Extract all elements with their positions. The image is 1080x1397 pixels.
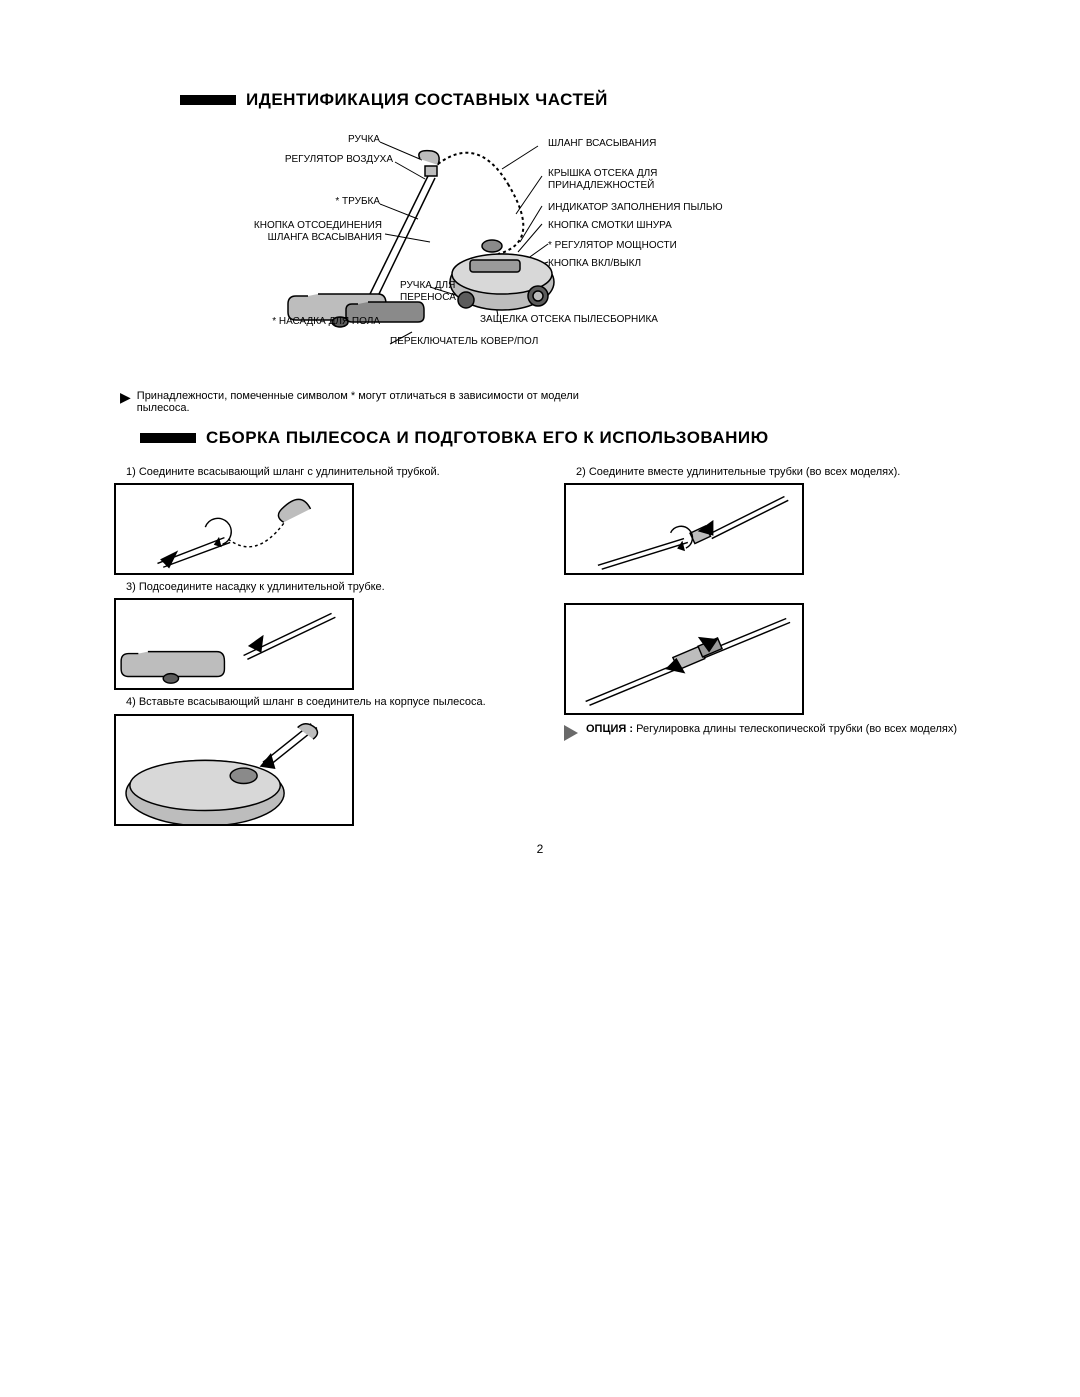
label-hose: ШЛАНГ ВСАСЫВАНИЯ <box>548 138 656 150</box>
section2-header: СБОРКА ПЫЛЕСОСА И ПОДГОТОВКА ЕГО К ИСПОЛ… <box>140 428 980 448</box>
step1-caption: 1) Соедините всасывающий шланг с удлинит… <box>126 466 530 479</box>
manual-page: ИДЕНТИФИКАЦИЯ СОСТАВНЫХ ЧАСТЕЙ <box>0 0 1080 1397</box>
page-number: 2 <box>100 842 980 856</box>
option-body: Регулировка длины телескопической трубки… <box>636 723 957 735</box>
assembly-steps: 1) Соедините всасывающий шланг с удлинит… <box>100 462 980 832</box>
label-dust-indicator: ИНДИКАТОР ЗАПОЛНЕНИЯ ПЫЛЬЮ <box>548 202 723 214</box>
label-air-regulator: РЕГУЛЯТОР ВОЗДУХА <box>248 154 393 166</box>
step2-caption: 2) Соедините вместе удлинительные трубки… <box>576 466 980 479</box>
section1-title: ИДЕНТИФИКАЦИЯ СОСТАВНЫХ ЧАСТЕЙ <box>246 90 608 110</box>
step4-caption: 4) Вставьте всасывающий шланг в соединит… <box>126 696 530 709</box>
option-label: ОПЦИЯ : <box>586 723 633 735</box>
illus-step1 <box>114 483 354 575</box>
accessories-note: ▶ Принадлежности, помеченные символом * … <box>120 390 620 414</box>
illus-telescopic <box>564 603 804 715</box>
section2-bar <box>140 433 196 443</box>
section1-bar <box>180 95 236 105</box>
parts-diagram: РУЧКА РЕГУЛЯТОР ВОЗДУХА * ТРУБКА КНОПКА … <box>270 124 810 384</box>
label-cord-rewind: КНОПКА СМОТКИ ШНУРА <box>548 220 672 232</box>
right-column: 2) Соедините вместе удлинительные трубки… <box>550 462 980 832</box>
label-dust-latch: ЗАЩЕЛКА ОТСЕКА ПЫЛЕСБОРНИКА <box>480 314 658 326</box>
step3-caption: 3) Подсоедините насадку к удлинительной … <box>126 581 530 594</box>
section2-title: СБОРКА ПЫЛЕСОСА И ПОДГОТОВКА ЕГО К ИСПОЛ… <box>206 428 769 448</box>
label-hose-release: КНОПКА ОТСОЕДИНЕНИЯ ШЛАНГА ВСАСЫВАНИЯ <box>242 220 382 244</box>
section1-header: ИДЕНТИФИКАЦИЯ СОСТАВНЫХ ЧАСТЕЙ <box>180 90 980 110</box>
label-handle: РУЧКА <box>270 134 380 146</box>
illus-step2 <box>564 483 804 575</box>
illus-step4 <box>114 714 354 826</box>
label-floor-nozzle: * НАСАДКА ДЛЯ ПОЛА <box>240 316 380 328</box>
label-carpet-switch: ПЕРЕКЛЮЧАТЕЛЬ КОВЕР/ПОЛ <box>390 336 538 348</box>
illus-step3 <box>114 598 354 690</box>
option-note: ОПЦИЯ : Регулировка длины телескопическо… <box>564 723 980 741</box>
label-power-control: * РЕГУЛЯТОР МОЩНОСТИ <box>548 240 677 252</box>
left-column: 1) Соедините всасывающий шланг с удлинит… <box>100 462 530 832</box>
label-carry-handle: РУЧКА ДЛЯ ПЕРЕНОСА <box>400 280 456 304</box>
option-text: ОПЦИЯ : Регулировка длины телескопическо… <box>586 723 957 737</box>
label-accessory-cover: КРЫШКА ОТСЕКА ДЛЯ ПРИНАДЛЕЖНОСТЕЙ <box>548 168 657 192</box>
note-arrow-icon: ▶ <box>120 390 131 404</box>
label-tube: * ТРУБКА <box>270 196 380 208</box>
label-on-off: КНОПКА ВКЛ/ВЫКЛ <box>548 258 641 270</box>
option-arrow-icon <box>564 725 578 741</box>
note-text: Принадлежности, помеченные символом * мо… <box>137 390 620 414</box>
